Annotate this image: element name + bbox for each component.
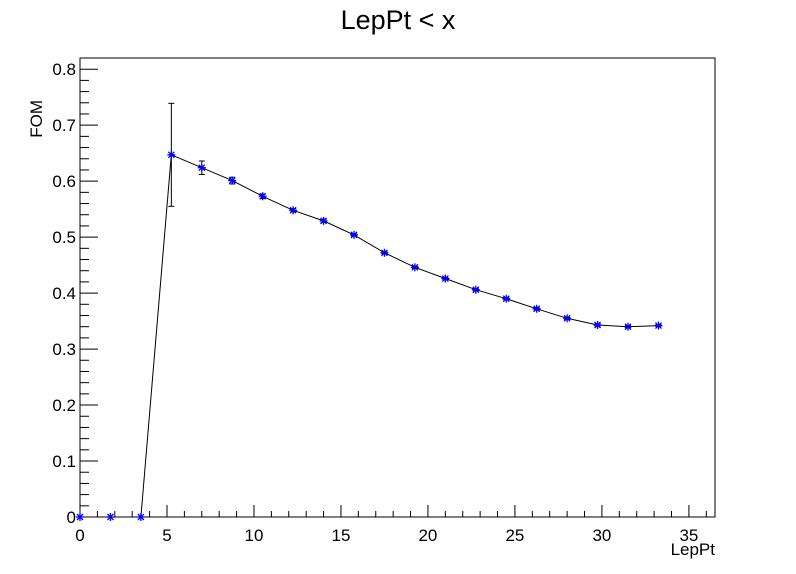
x-tick-label: 0	[75, 526, 84, 545]
y-tick-label: 0.2	[52, 396, 76, 415]
y-tick-label: 0.3	[52, 340, 76, 359]
data-point	[502, 294, 511, 303]
plot-frame	[79, 57, 716, 518]
data-point	[532, 304, 541, 313]
data-point	[76, 513, 84, 521]
x-tick-label: 35	[679, 526, 698, 545]
x-tick-label: 5	[162, 526, 171, 545]
x-axis: 0 5 10 15 20 25 30 35	[75, 505, 707, 545]
data-point	[654, 321, 663, 330]
x-axis-label: LepPt	[671, 540, 716, 559]
data-point	[106, 513, 115, 521]
y-tick-label: 0.8	[52, 60, 76, 79]
x-tick-label: 25	[505, 526, 524, 545]
data-point	[624, 322, 633, 331]
data-point	[289, 206, 298, 215]
x-tick-label: 30	[592, 526, 611, 545]
y-tick-label: 0.5	[52, 228, 76, 247]
data-point	[441, 274, 450, 283]
y-axis-label: FOM	[27, 100, 46, 138]
x-tick-label: 20	[418, 526, 437, 545]
data-point	[471, 285, 480, 294]
y-tick-label: 0.1	[52, 452, 76, 471]
data-point	[593, 321, 602, 330]
data-point	[228, 176, 237, 185]
data-point	[563, 314, 572, 323]
y-tick-label: 0.4	[52, 284, 76, 303]
chart-title: LepPt < x	[341, 5, 456, 35]
series-line	[80, 154, 659, 518]
y-tick-label: 0.7	[52, 116, 76, 135]
data-point	[350, 230, 359, 239]
data-point	[380, 248, 389, 257]
y-axis: 0 0.1 0.2 0.3 0.4 0.5 0.6 0.7 0.8	[52, 57, 98, 527]
data-point	[410, 263, 419, 272]
data-point	[136, 513, 145, 521]
y-tick-label: 0.6	[52, 172, 76, 191]
x-tick-label: 10	[245, 526, 264, 545]
series-layer	[76, 102, 663, 521]
data-point	[197, 163, 206, 172]
data-point	[319, 216, 328, 225]
x-tick-label: 15	[331, 526, 350, 545]
data-point	[258, 192, 267, 201]
data-point	[167, 150, 176, 159]
y-tick-label: 0	[67, 508, 76, 527]
